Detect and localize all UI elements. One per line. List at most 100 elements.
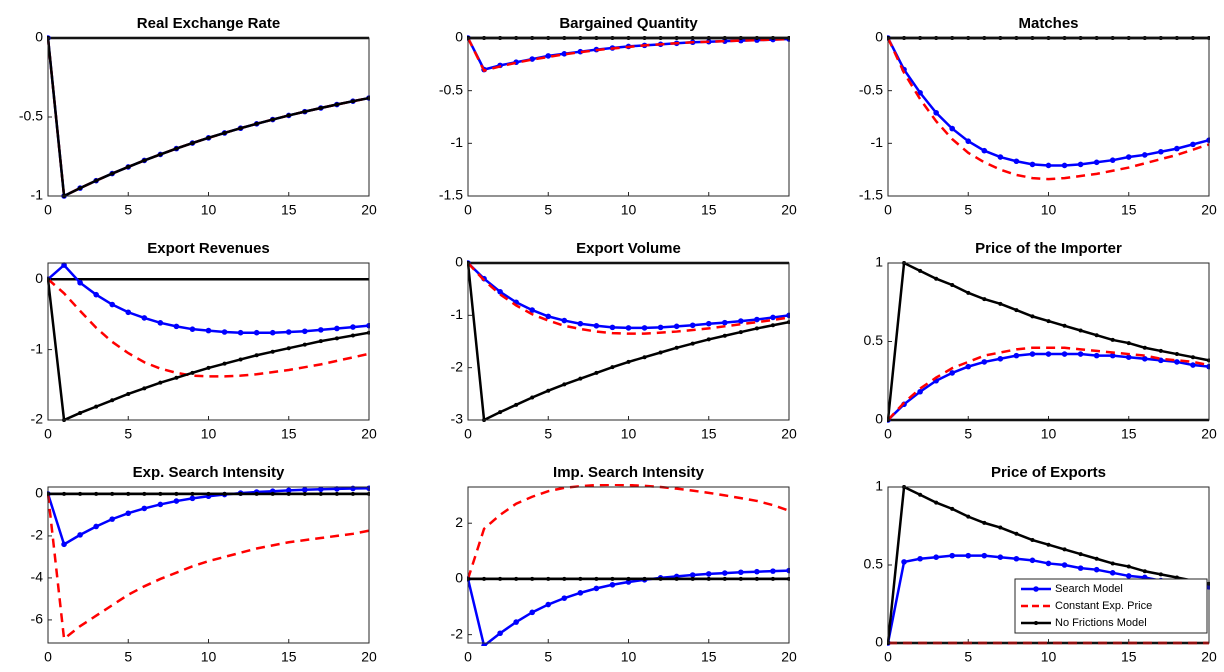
- series-marker: [1190, 141, 1196, 148]
- chart-title: Exp. Search Intensity: [133, 464, 285, 481]
- series-marker: [157, 501, 164, 508]
- series-marker: [690, 341, 695, 346]
- chart-title: Real Exchange Rate: [137, 15, 280, 32]
- series-marker: [1094, 333, 1099, 338]
- x-tick-label: 0: [884, 202, 892, 218]
- series-marker: [1030, 314, 1035, 319]
- y-tick-label: 0: [455, 254, 463, 270]
- y-tick-label: -1: [871, 134, 884, 150]
- series-line: [887, 37, 1210, 181]
- series-marker: [286, 491, 291, 496]
- series-marker: [705, 571, 712, 577]
- series-marker: [933, 109, 939, 116]
- x-tick-label: 5: [544, 426, 552, 442]
- y-tick-label: -1: [31, 340, 44, 356]
- series-marker: [1029, 351, 1036, 357]
- series-marker: [625, 579, 632, 585]
- series-marker: [157, 320, 164, 326]
- series-marker: [918, 492, 923, 497]
- series-marker: [982, 297, 987, 302]
- series-marker: [142, 491, 147, 496]
- series-marker: [673, 323, 680, 330]
- series-marker: [950, 506, 955, 511]
- series-marker: [690, 576, 695, 581]
- x-tick-label: 0: [464, 202, 472, 218]
- series-marker: [254, 121, 259, 126]
- series-marker: [754, 316, 760, 323]
- series-marker: [1174, 359, 1180, 365]
- series-marker: [965, 138, 972, 145]
- series-marker: [609, 324, 616, 331]
- series-marker: [1109, 352, 1116, 359]
- series-marker: [285, 329, 292, 335]
- series-line: [467, 484, 790, 580]
- series-line: [467, 37, 790, 73]
- series-marker: [997, 154, 1004, 160]
- x-tick-label: 10: [201, 426, 217, 442]
- series-marker: [754, 568, 760, 575]
- y-tick-label: -1: [451, 134, 464, 150]
- x-tick-label: 20: [361, 649, 377, 665]
- x-tick-label: 15: [1121, 202, 1137, 218]
- legend: Search Model Constant Exp. Price No Fricti…: [1014, 578, 1208, 634]
- x-tick-label: 15: [1121, 426, 1137, 442]
- series-marker: [334, 336, 339, 341]
- x-tick-label: 20: [361, 426, 377, 442]
- series-marker: [253, 329, 260, 336]
- series-marker: [269, 329, 276, 336]
- series-marker: [706, 337, 711, 342]
- series-marker: [1126, 341, 1131, 346]
- series-line: [47, 493, 370, 642]
- series-marker: [1062, 547, 1067, 552]
- series-marker: [950, 282, 955, 287]
- series-marker: [61, 262, 67, 268]
- series-marker: [350, 333, 355, 338]
- series-marker: [1013, 352, 1020, 359]
- series-marker: [578, 376, 583, 381]
- series-marker: [1110, 561, 1115, 566]
- series-marker: [674, 576, 679, 581]
- series-marker: [61, 541, 67, 548]
- series-marker: [77, 279, 83, 286]
- series-marker: [529, 307, 535, 313]
- series-marker: [318, 105, 323, 110]
- series-marker: [770, 568, 776, 574]
- series-marker: [918, 268, 923, 273]
- series-marker: [1110, 337, 1115, 342]
- series-marker: [1190, 362, 1196, 368]
- series-marker: [498, 410, 503, 415]
- series-marker: [78, 410, 83, 415]
- series-marker: [190, 141, 195, 146]
- series-marker: [302, 109, 307, 114]
- series-marker: [949, 125, 955, 132]
- series-marker: [189, 326, 196, 332]
- panel: -2 -1 0 0 5 10 15 20 Export Revenues: [31, 240, 377, 442]
- series-marker: [513, 619, 519, 625]
- x-tick-label: 0: [464, 426, 472, 442]
- y-tick-label: 0.5: [864, 332, 884, 348]
- series-marker: [609, 581, 616, 588]
- series-marker: [593, 585, 600, 592]
- series-marker: [302, 491, 307, 496]
- series-marker: [94, 404, 99, 409]
- axes-box: [467, 37, 790, 197]
- series-marker: [514, 402, 519, 407]
- series-marker: [158, 152, 163, 157]
- series-marker: [109, 516, 115, 522]
- x-tick-label: 10: [1041, 426, 1057, 442]
- series-marker: [222, 130, 227, 135]
- series-marker: [125, 309, 132, 316]
- x-tick-label: 20: [1201, 426, 1217, 442]
- series-marker: [1078, 328, 1083, 333]
- series-marker: [934, 500, 939, 505]
- y-tick-label: 0.5: [864, 556, 884, 572]
- series-marker: [546, 388, 551, 393]
- series-marker: [997, 355, 1004, 362]
- series-marker: [966, 290, 971, 295]
- series-marker: [561, 51, 568, 57]
- series-marker: [626, 359, 631, 364]
- y-tick-label: 1: [875, 254, 883, 270]
- legend-marker: [1034, 621, 1038, 625]
